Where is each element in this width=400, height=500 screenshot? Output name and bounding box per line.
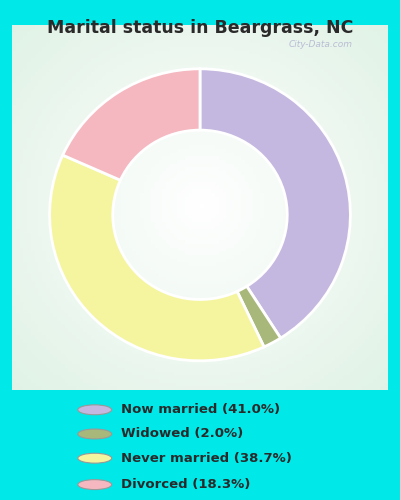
Text: Marital status in Beargrass, NC: Marital status in Beargrass, NC (47, 19, 353, 37)
Circle shape (78, 453, 112, 463)
Circle shape (78, 429, 112, 439)
Text: Now married (41.0%): Now married (41.0%) (121, 404, 280, 416)
Text: Never married (38.7%): Never married (38.7%) (121, 452, 292, 464)
Text: City-Data.com: City-Data.com (288, 40, 352, 48)
Wedge shape (50, 155, 264, 361)
Wedge shape (200, 69, 350, 338)
Wedge shape (63, 69, 200, 180)
Circle shape (78, 480, 112, 490)
Wedge shape (237, 286, 280, 347)
Text: Divorced (18.3%): Divorced (18.3%) (121, 478, 250, 491)
Circle shape (78, 405, 112, 415)
Text: Widowed (2.0%): Widowed (2.0%) (121, 428, 243, 440)
